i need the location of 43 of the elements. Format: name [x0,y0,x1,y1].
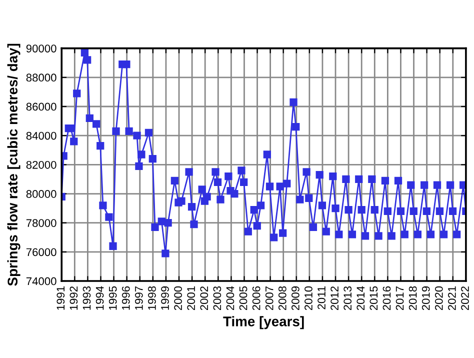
x-tick-label: 1992 [70,286,78,310]
x-tick-label: 1999 [161,286,169,310]
x-tick-label: 2007 [265,286,274,310]
x-tick-label: 2018 [408,286,417,310]
x-tick-label: 2009 [292,286,300,310]
x-tick-label: 2000 [174,286,182,310]
x-tick-label: 2001 [187,286,196,310]
y-tick-label: 74000 [26,277,56,286]
x-tick-label: 2021 [448,286,456,310]
x-tick-label: 1997 [134,286,143,310]
x-tick-label: 2016 [382,286,391,310]
x-tick-label: 2012 [330,286,338,310]
y-tick-label: 80000 [26,190,56,198]
x-tick-label: 1998 [148,286,156,310]
x-tick-label: 2010 [304,286,312,310]
x-tick-label: 1996 [122,286,130,310]
x-tick-label: 2013 [344,286,352,310]
x-tick-label: 2019 [422,286,430,310]
x-axis-title: Time [years] [223,316,304,330]
x-tick-label: 2002 [200,286,208,310]
y-tick-label: 86000 [26,102,56,111]
x-tick-label: 2011 [318,286,326,310]
y-tick-label: 84000 [26,132,56,140]
x-tick-label: 2004 [226,286,234,310]
x-tick-label: 2006 [252,286,260,310]
x-tick-label: 2022 [461,286,469,310]
x-tick-label: 1991 [56,286,65,310]
x-tick-label: 1995 [108,286,117,310]
x-tick-label: 2015 [370,286,378,310]
y-tick-label: 88000 [26,74,56,82]
y-tick-label: 76000 [26,248,56,256]
x-tick-label: 2003 [213,286,222,310]
x-tick-label: 1993 [82,286,91,310]
x-tick-label: 2005 [239,286,248,310]
y-tick-label: 90000 [26,44,56,52]
x-tick-label: 2020 [434,286,443,310]
x-tick-label: 1994 [96,286,104,310]
x-tick-label: 2008 [278,286,286,310]
y-tick-label: 78000 [26,219,56,227]
x-tick-label: 2017 [396,286,404,310]
y-tick-label: 82000 [26,160,56,169]
x-tick-label: 2014 [356,286,365,310]
y-axis-title: Springs flow rate [cubic metres/ day] [7,44,20,286]
